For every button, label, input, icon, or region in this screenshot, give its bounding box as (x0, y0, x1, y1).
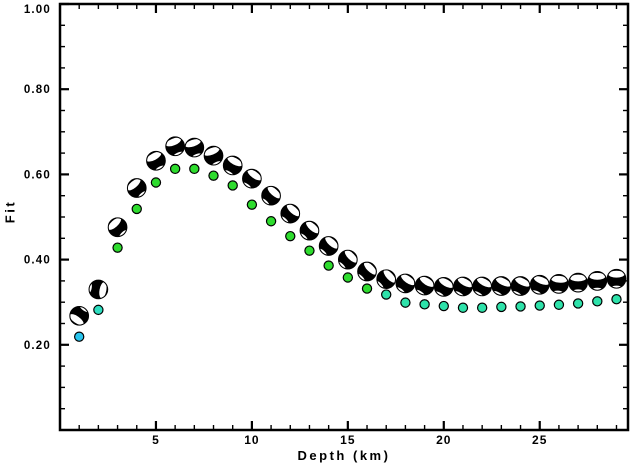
x-tick-label: 5 (152, 433, 160, 447)
circle-marker-depth-4 (131, 203, 142, 215)
beachball-marker-depth-3 (107, 217, 128, 238)
beachball-marker-depth-26 (549, 274, 569, 294)
axis-ticks (60, 2, 628, 430)
circle-marker-depth-15 (342, 272, 354, 283)
beachball-marker-depth-10 (242, 168, 262, 189)
circle-marker-depth-13 (304, 245, 315, 256)
x-axis-title: Depth (km) (297, 448, 391, 463)
beachball-marker-depth-15 (337, 249, 358, 270)
beachball-marker-depth-1 (69, 305, 90, 326)
y-tick-label: 0.80 (24, 84, 51, 96)
beachball-marker-depth-8 (203, 145, 224, 167)
circle-marker-depth-24 (515, 301, 526, 312)
beachball-marker-depth-9 (222, 155, 243, 176)
beachball-marker-depth-17 (376, 269, 397, 290)
y-tick-label: 0.60 (24, 169, 51, 181)
beachball-marker-depth-23 (491, 276, 512, 297)
circle-marker-depth-7 (189, 163, 200, 175)
beachball-marker-depth-12 (280, 203, 301, 224)
circle-marker-depth-18 (400, 297, 411, 308)
series-small-circles (73, 163, 622, 342)
y-axis-title: Fit (2, 199, 18, 224)
series-beachballs (69, 136, 627, 326)
beachball-marker-depth-19 (414, 275, 435, 296)
beachball-marker-depth-6 (165, 136, 185, 157)
y-tick-label: 0.40 (24, 255, 51, 267)
circle-marker-depth-16 (361, 283, 373, 294)
plot-frame (58, 2, 630, 432)
beachball-marker-depth-22 (472, 276, 493, 297)
beachball-marker-depth-13 (299, 220, 320, 241)
beachball-marker-depth-2 (88, 279, 109, 300)
circle-marker-depth-27 (572, 298, 584, 309)
beachball-marker-depth-4 (126, 178, 147, 199)
circle-marker-depth-8 (208, 170, 219, 181)
circle-marker-depth-9 (227, 180, 238, 191)
circle-marker-depth-3 (112, 242, 123, 253)
y-tick-label: 0.20 (24, 340, 51, 352)
circle-marker-depth-22 (476, 302, 488, 313)
circle-marker-depth-14 (323, 260, 334, 271)
circle-marker-depth-20 (438, 300, 449, 312)
beachball-marker-depth-11 (261, 185, 281, 206)
circle-marker-depth-25 (534, 300, 545, 311)
beachball-marker-depth-18 (395, 273, 416, 294)
circle-marker-depth-26 (553, 299, 565, 310)
beachball-marker-depth-27 (568, 272, 588, 293)
circle-marker-depth-11 (265, 216, 277, 227)
x-tick-label: 25 (532, 433, 547, 447)
x-tick-label: 20 (436, 433, 451, 447)
circle-marker-depth-2 (93, 304, 104, 316)
circle-marker-depth-6 (169, 163, 181, 175)
y-tick-label: 1.00 (24, 4, 51, 16)
beachball-marker-depth-14 (318, 236, 339, 256)
beachball-marker-depth-7 (184, 137, 205, 159)
beachball-marker-depth-16 (357, 261, 377, 282)
beachball-marker-depth-24 (510, 276, 531, 297)
beachball-marker-depth-29 (606, 268, 627, 289)
beachball-marker-depth-5 (146, 150, 166, 172)
circle-marker-depth-17 (381, 289, 392, 300)
circle-marker-depth-29 (611, 294, 622, 305)
circle-marker-depth-21 (457, 302, 469, 313)
circle-marker-depth-10 (246, 199, 258, 210)
beachball-marker-depth-21 (453, 276, 473, 297)
beachball-marker-depth-20 (433, 277, 454, 298)
circle-marker-depth-19 (419, 299, 430, 310)
circle-marker-depth-1 (73, 331, 85, 342)
circle-marker-depth-23 (496, 301, 507, 313)
circle-marker-depth-28 (592, 296, 603, 307)
beachball-marker-depth-25 (529, 274, 550, 296)
x-tick-label: 10 (244, 433, 259, 447)
x-tick-label: 15 (340, 433, 355, 447)
circle-marker-depth-12 (285, 230, 296, 242)
circle-marker-depth-5 (150, 177, 162, 188)
beachball-marker-depth-28 (587, 271, 608, 291)
